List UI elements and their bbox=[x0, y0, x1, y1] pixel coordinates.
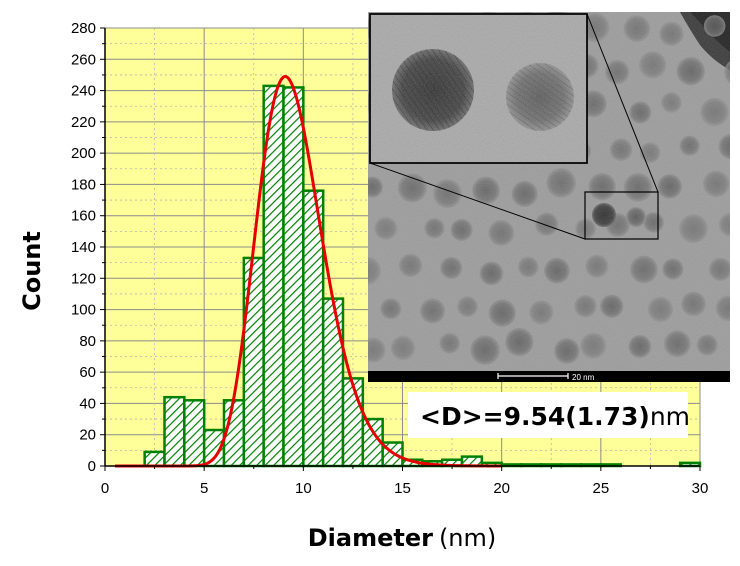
scale-bar-label: 20 nm bbox=[572, 373, 595, 382]
y-tick-label: 20 bbox=[79, 427, 96, 444]
y-tick-label: 100 bbox=[71, 302, 96, 319]
y-tick-label: 0 bbox=[88, 458, 96, 475]
y-tick-label: 280 bbox=[71, 20, 96, 37]
annotation-std: (1.73) bbox=[565, 402, 650, 431]
x-tick-labels: 0 5 10 15 20 25 30 bbox=[101, 466, 709, 497]
x-tick-label: 25 bbox=[592, 480, 609, 497]
y-tick-labels: 0 20 40 60 80 100 120 140 160 180 200 220 240 260 280 bbox=[71, 20, 105, 475]
y-tick-label: 240 bbox=[71, 83, 96, 100]
y-tick-label: 180 bbox=[71, 176, 96, 193]
x-tick-label: 15 bbox=[394, 480, 411, 497]
y-tick-label: 260 bbox=[71, 51, 96, 68]
y-tick-label: 60 bbox=[79, 364, 96, 381]
annotation-unit: nm bbox=[650, 402, 690, 431]
y-tick-label: 120 bbox=[71, 270, 96, 287]
histogram-bar bbox=[341, 377, 365, 468]
y-tick-label: 80 bbox=[79, 333, 96, 350]
y-axis-title: Count bbox=[18, 231, 46, 311]
tem-micrograph-inset: 20 nm bbox=[368, 12, 730, 382]
histogram-bar bbox=[242, 256, 265, 468]
annotation-mean: 9.54 bbox=[504, 402, 566, 431]
histogram-bar bbox=[183, 399, 206, 468]
y-tick-label: 140 bbox=[71, 239, 96, 256]
histogram-bar bbox=[282, 86, 305, 468]
y-tick-label: 40 bbox=[79, 395, 96, 412]
x-tick-label: 5 bbox=[200, 480, 208, 497]
zoom-region-box bbox=[584, 191, 659, 240]
x-tick-label: 30 bbox=[692, 480, 709, 497]
mean-diameter-annotation: <D>=9.54(1.73)nm bbox=[408, 392, 690, 438]
annotation-prefix: <D>= bbox=[420, 402, 504, 431]
histogram-bar bbox=[163, 395, 186, 468]
x-tick-label: 20 bbox=[493, 480, 510, 497]
y-tick-label: 220 bbox=[71, 114, 96, 131]
histogram-bar bbox=[143, 450, 166, 468]
y-tick-label: 160 bbox=[71, 208, 96, 225]
histogram-bar bbox=[321, 297, 345, 468]
zoom-inset bbox=[369, 13, 588, 164]
x-tick-label: 10 bbox=[295, 480, 312, 497]
y-tick-label: 200 bbox=[71, 145, 96, 162]
svg-text:<D>=9.54(1.73)nm: <D>=9.54(1.73)nm bbox=[420, 402, 690, 431]
x-tick-label: 0 bbox=[101, 480, 109, 497]
x-axis-title: Diameter (nm) bbox=[308, 524, 497, 552]
